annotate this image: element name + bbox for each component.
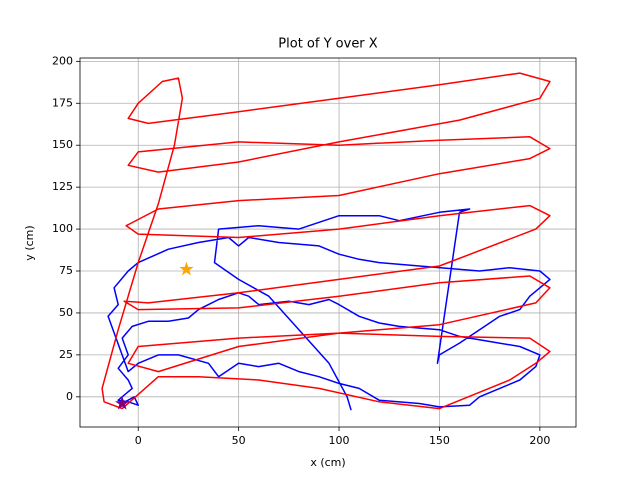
y-tick-label: 125 bbox=[52, 180, 73, 193]
y-tick-label: 200 bbox=[52, 54, 73, 67]
star-marker bbox=[179, 261, 194, 276]
y-tick-label: 100 bbox=[52, 222, 73, 235]
plot-frame bbox=[79, 57, 577, 428]
x-tick-label: 50 bbox=[232, 434, 246, 447]
chart-title: Plot of Y over X bbox=[278, 37, 377, 52]
y-tick-label: 50 bbox=[59, 306, 73, 319]
line bbox=[101, 72, 551, 410]
y-tick-label: 0 bbox=[66, 390, 73, 403]
y-axis-label: y (cm) bbox=[23, 225, 36, 260]
y-tick-label: 75 bbox=[59, 264, 73, 277]
y-tick-label: 25 bbox=[59, 348, 73, 361]
y-tick-label: 150 bbox=[52, 138, 73, 151]
x-tick-label: 100 bbox=[329, 434, 350, 447]
star-marker bbox=[115, 396, 130, 410]
y-tick-label: 175 bbox=[52, 96, 73, 109]
line bbox=[107, 208, 551, 411]
x-axis-label: x (cm) bbox=[310, 456, 345, 469]
x-tick-label: 200 bbox=[529, 434, 550, 447]
x-tick-label: 150 bbox=[429, 434, 450, 447]
x-tick-label: 0 bbox=[135, 434, 142, 447]
